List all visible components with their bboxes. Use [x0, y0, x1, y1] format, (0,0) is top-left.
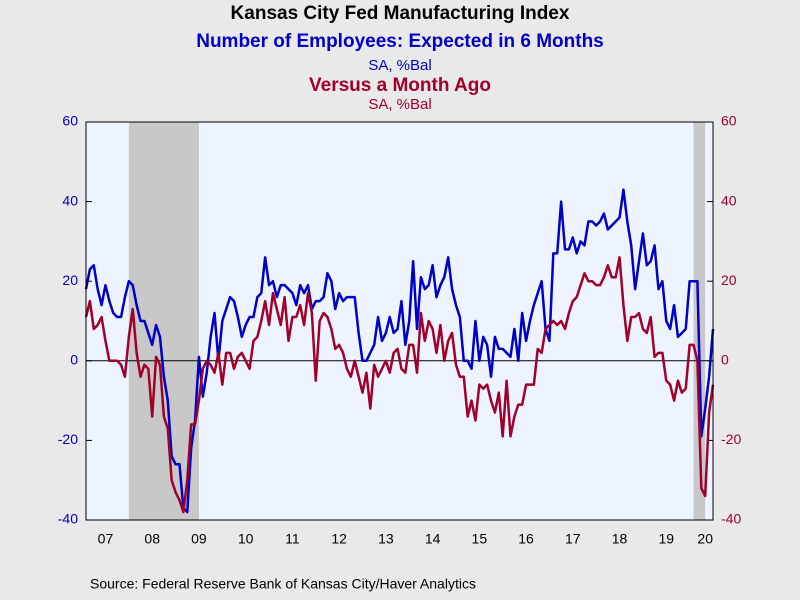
y-tick-label: 20 — [62, 272, 78, 288]
y-tick-label: 0 — [70, 352, 78, 368]
y2-tick-label: 20 — [721, 272, 737, 288]
source: Source: Federal Reserve Bank of Kansas C… — [90, 576, 476, 592]
x-tick-label: 13 — [378, 531, 394, 547]
plot-frame — [85, 121, 714, 521]
x-tick-label: 19 — [658, 531, 674, 547]
chart-title: Kansas City Fed Manufacturing Index — [231, 3, 570, 24]
series-line — [84, 188, 715, 514]
x-tick-label: 14 — [425, 531, 441, 547]
x-tick-label: 10 — [238, 531, 254, 547]
y2-tick-label: -20 — [721, 431, 741, 447]
subtitle: Number of Employees: Expected in 6 Month… — [196, 31, 604, 52]
y2-tick-label: 40 — [721, 192, 737, 208]
x-tick-label: 17 — [565, 531, 581, 547]
x-tick-label: 07 — [98, 531, 114, 547]
y2-tick-label: 0 — [721, 352, 729, 368]
x-tick-label: 15 — [472, 531, 488, 547]
y-tick-label: 60 — [62, 113, 78, 129]
x-tick-label: 20 — [697, 531, 713, 547]
x-tick-label: 09 — [191, 531, 207, 547]
subtitle: Versus a Month Ago — [309, 75, 491, 96]
y-tick-label: 40 — [62, 192, 78, 208]
x-tick-label: 11 — [285, 531, 300, 547]
x-tick-label: 18 — [612, 531, 628, 547]
subtitle: SA, %Bal — [368, 57, 431, 74]
x-tick-label: 12 — [331, 531, 347, 547]
y2-tick-label: 60 — [721, 113, 737, 129]
x-tick-label: 08 — [144, 531, 160, 547]
series-line — [84, 256, 715, 514]
x-tick-label: 16 — [518, 531, 534, 547]
y2-tick-label: -40 — [721, 511, 741, 527]
y-tick-label: -20 — [58, 431, 78, 447]
subtitle: SA, %Bal — [368, 96, 431, 113]
y-tick-label: -40 — [58, 511, 78, 527]
